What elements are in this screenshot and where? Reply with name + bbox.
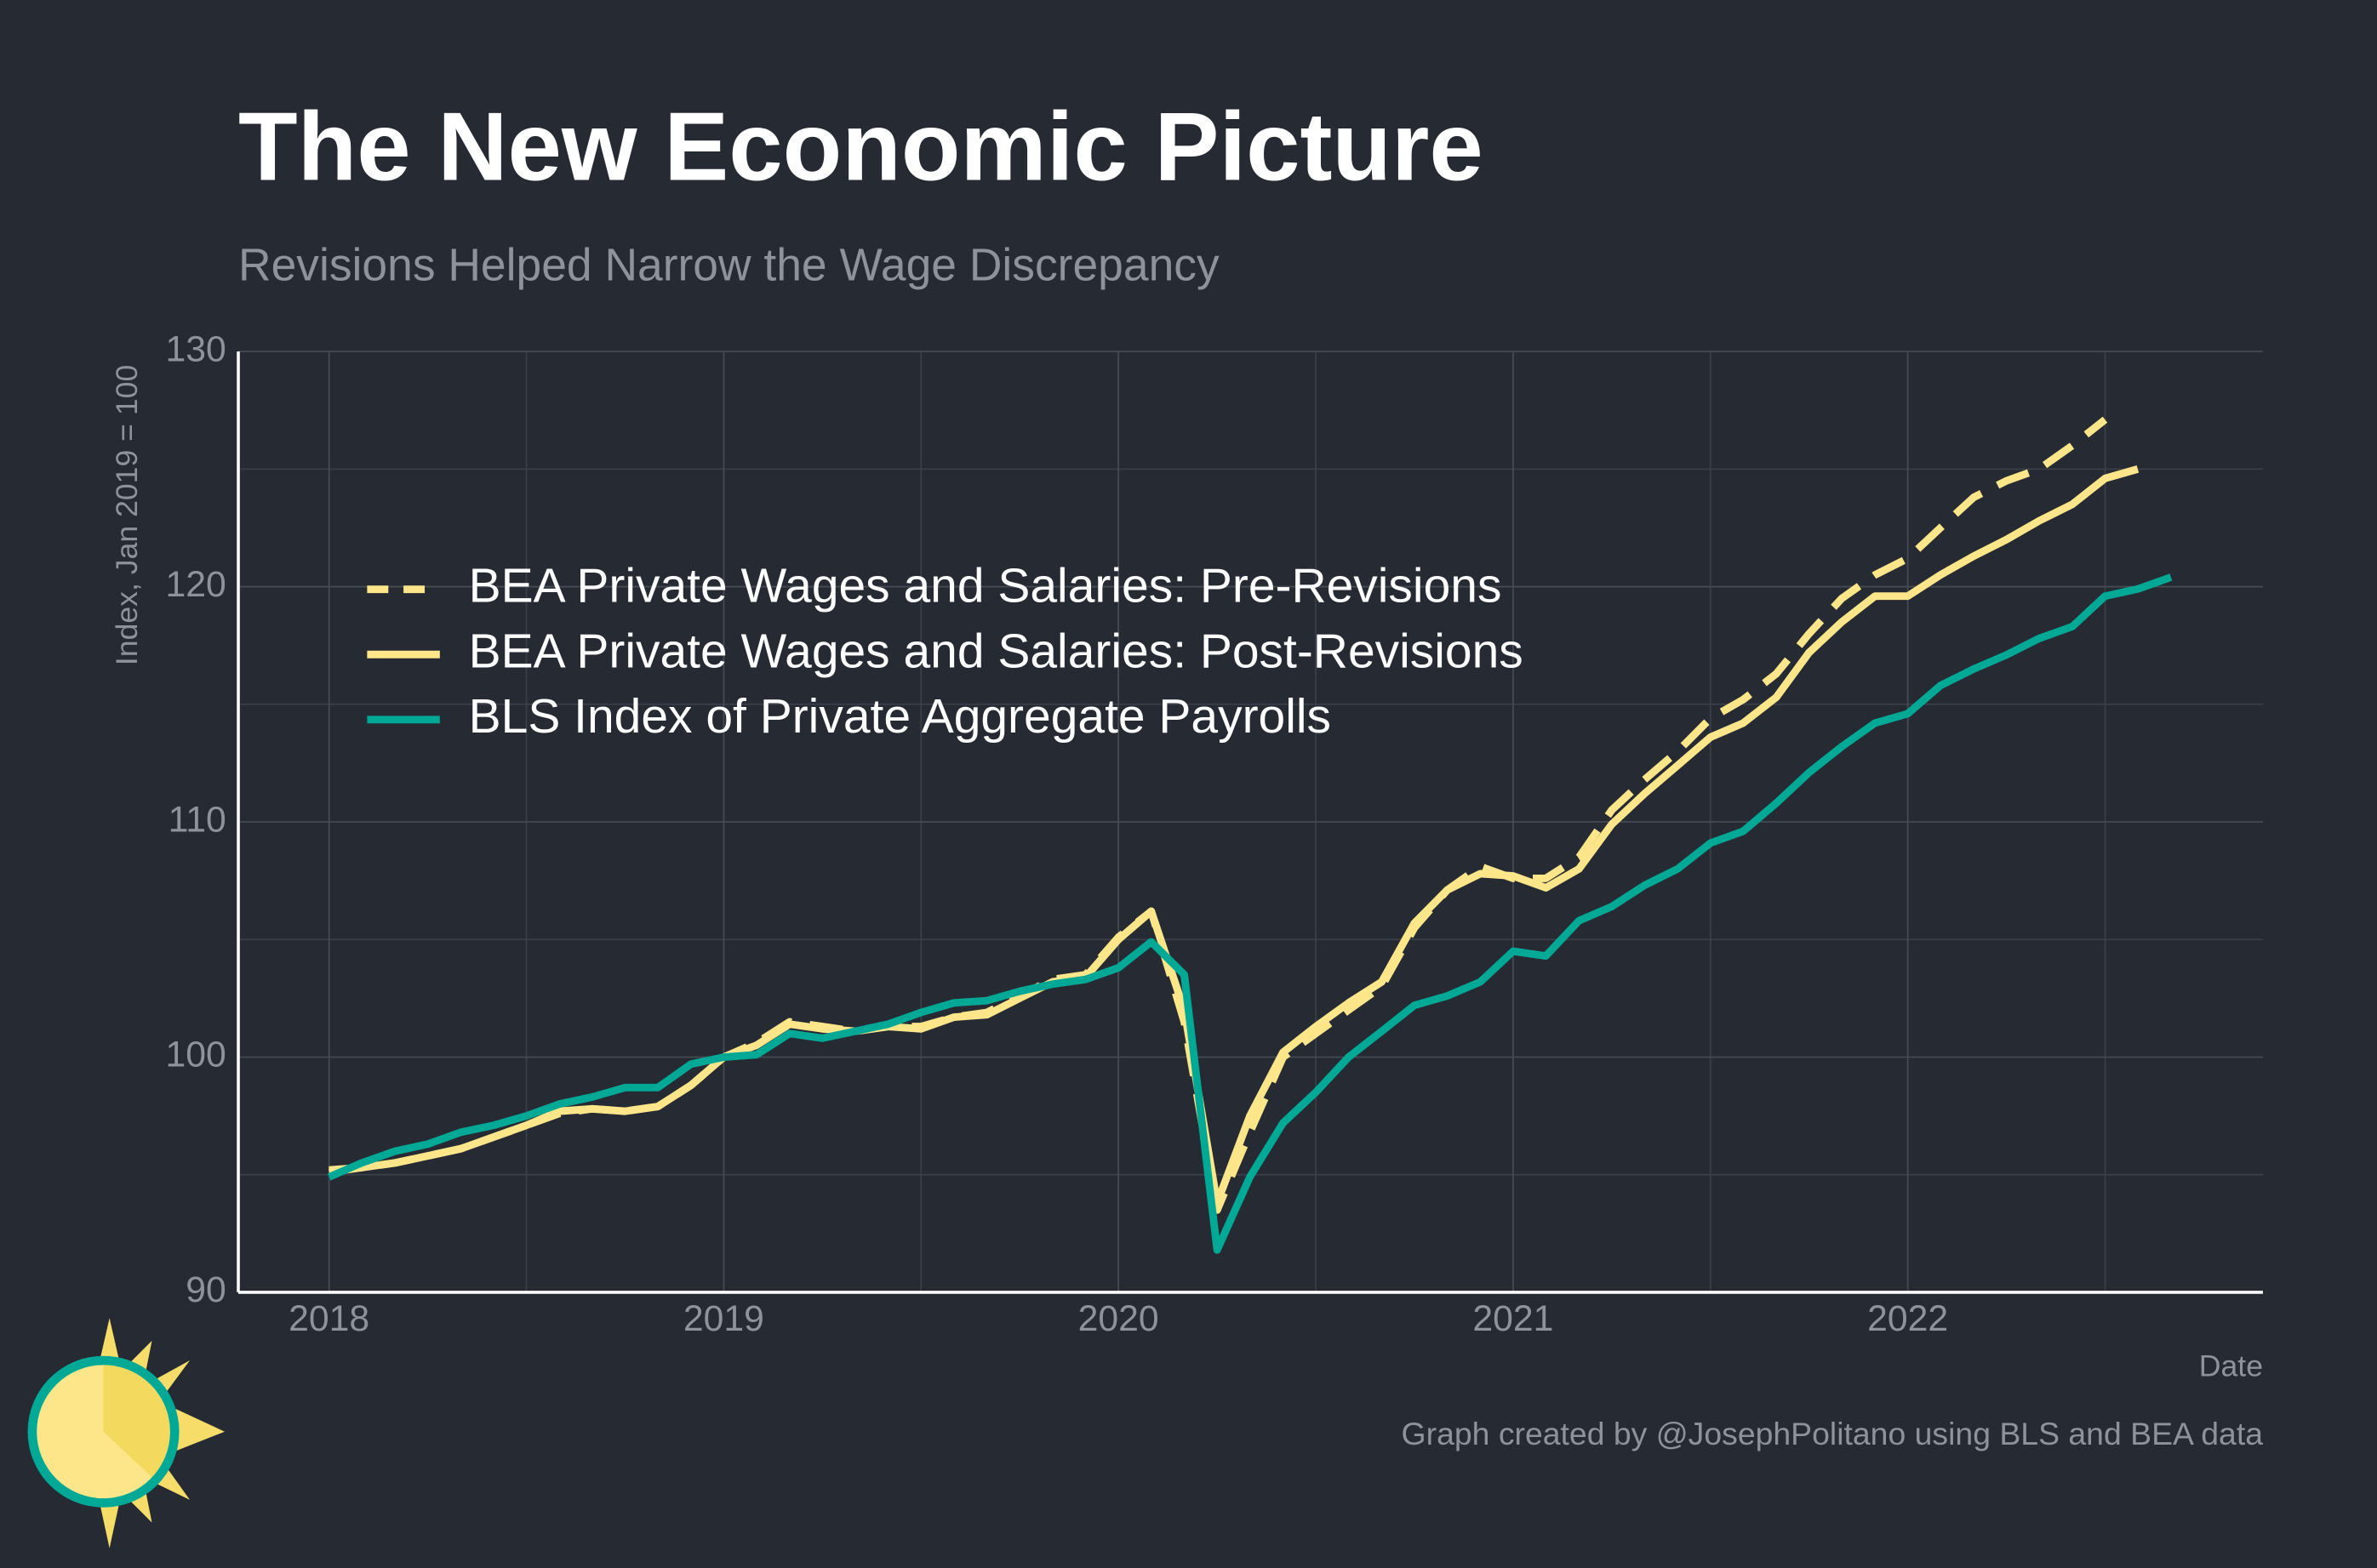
y-tick-label: 100 xyxy=(165,1035,226,1075)
legend-label: BLS Index of Private Aggregate Payrolls xyxy=(469,689,1331,744)
legend-label: BEA Private Wages and Salaries: Pre-Revi… xyxy=(469,559,1502,613)
x-axis-label: Date xyxy=(2199,1348,2263,1383)
y-tick-label: 130 xyxy=(165,328,226,369)
series-line xyxy=(327,573,2173,1254)
x-tick-label: 2019 xyxy=(683,1298,764,1339)
x-tick-label: 2018 xyxy=(289,1298,369,1339)
x-tick-label: 2020 xyxy=(1078,1298,1159,1339)
x-tick-label: 2021 xyxy=(1472,1298,1553,1339)
series-line xyxy=(329,465,2140,1207)
y-axis-label: Index, Jan 2019 = 100 xyxy=(110,365,144,665)
chart-title: The New Economic Picture xyxy=(238,94,1483,202)
y-tick-label: 110 xyxy=(169,799,226,840)
x-tick-label: 2022 xyxy=(1867,1298,1948,1339)
caption: Graph created by @JosephPolitano using B… xyxy=(1402,1416,2264,1451)
chart-subtitle: Revisions Helped Narrow the Wage Discrep… xyxy=(238,240,1220,290)
y-tick-label: 120 xyxy=(165,564,226,605)
legend-label: BEA Private Wages and Salaries: Post-Rev… xyxy=(469,624,1523,678)
series-line xyxy=(329,416,2108,1214)
logo xyxy=(27,1318,225,1548)
y-tick-label: 90 xyxy=(186,1269,226,1310)
